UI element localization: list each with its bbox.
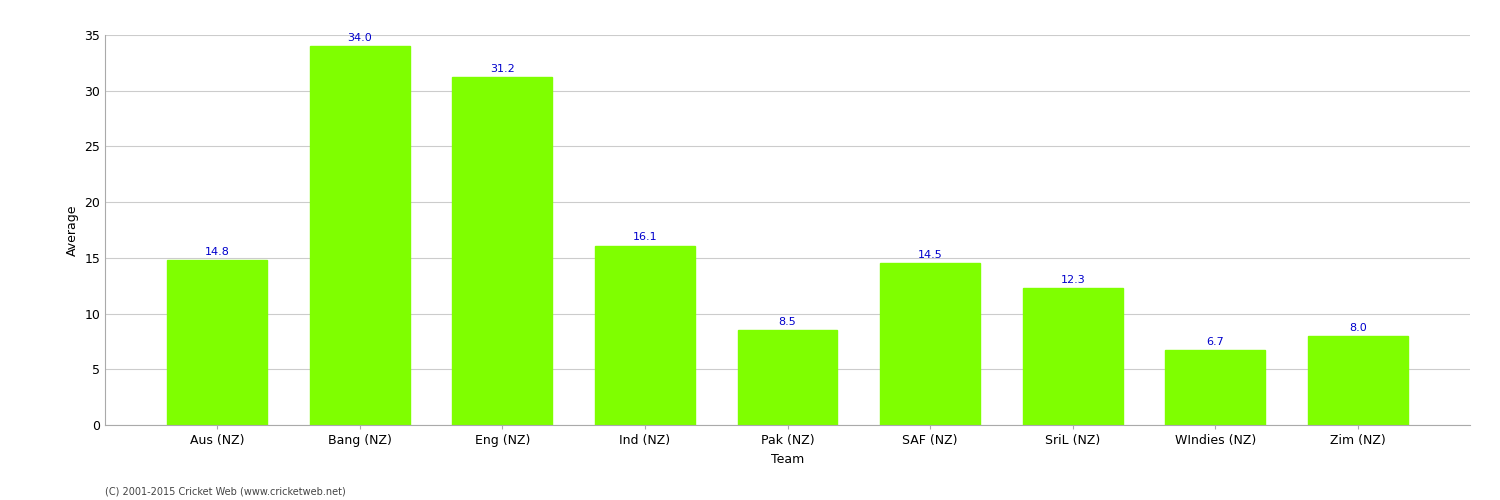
Text: 8.0: 8.0	[1348, 322, 1366, 332]
Bar	[1308, 336, 1408, 425]
Text: 16.1: 16.1	[633, 232, 657, 242]
Text: 14.8: 14.8	[204, 246, 230, 256]
Bar	[1023, 288, 1122, 425]
Text: 14.5: 14.5	[918, 250, 942, 260]
Text: (C) 2001-2015 Cricket Web (www.cricketweb.net): (C) 2001-2015 Cricket Web (www.cricketwe…	[105, 487, 345, 497]
Bar	[309, 46, 410, 425]
Text: 34.0: 34.0	[346, 33, 372, 43]
Text: 12.3: 12.3	[1060, 274, 1084, 284]
Bar	[596, 246, 694, 425]
Y-axis label: Average: Average	[66, 204, 78, 256]
Bar	[738, 330, 837, 425]
Bar	[880, 264, 980, 425]
Text: 31.2: 31.2	[490, 64, 514, 74]
Bar	[453, 78, 552, 425]
Text: 6.7: 6.7	[1206, 337, 1224, 347]
Bar	[166, 260, 267, 425]
Text: 8.5: 8.5	[778, 317, 796, 327]
X-axis label: Team: Team	[771, 452, 804, 466]
Bar	[1166, 350, 1266, 425]
